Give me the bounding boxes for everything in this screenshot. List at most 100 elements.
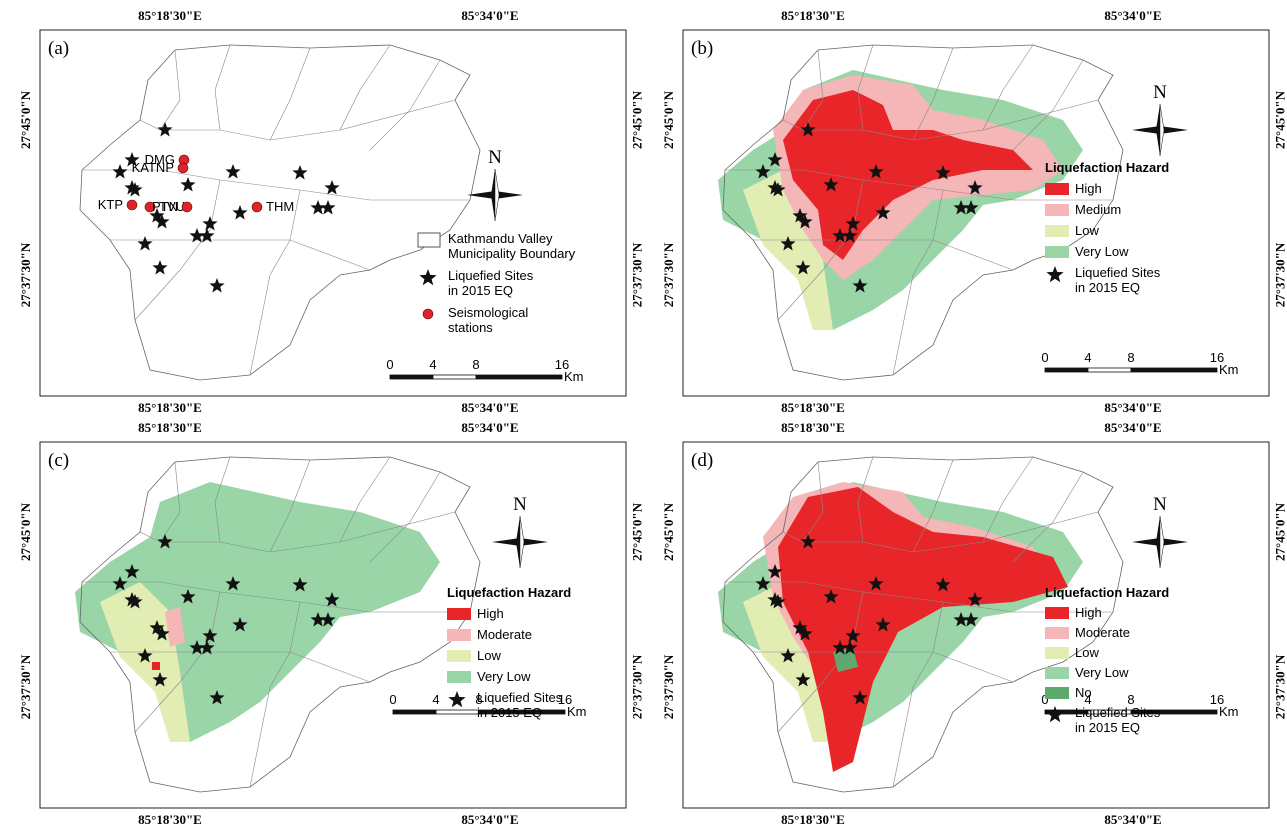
panel-frame [40,30,626,396]
north-label: N [1153,82,1167,103]
scale-unit: Km [1219,704,1239,719]
scale-label: 4 [1084,350,1091,365]
legend-station [423,309,433,319]
page: DMGKATNPKTPTVUPTNTHM(a)85°18'30"E85°18'3… [0,0,1287,832]
legend-swatch [1045,627,1069,639]
longitude-label: 85°18'30"E [781,400,845,415]
legend-swatch [447,650,471,662]
legend-label: Liquefied Sites [1075,705,1161,720]
station-marker [178,163,188,173]
panel-label: (b) [691,38,713,59]
scale-bar [476,375,562,379]
scale-bar [433,375,476,379]
legend-label: No [1075,685,1092,700]
legend-label: Liquefied Sites [477,690,563,705]
scale-bar [1131,368,1217,372]
longitude-label: 85°34'0"E [461,400,518,415]
legend-label: Liquefied Sites [448,268,534,283]
legend-swatch [1045,204,1069,216]
station-marker [182,202,192,212]
legend-label: in 2015 EQ [1075,720,1140,735]
latitude-label: 27°45'0"N [661,90,676,149]
legend-label: in 2015 EQ [448,283,513,298]
north-label: N [488,147,502,168]
longitude-label: 85°18'30"E [138,400,202,415]
station-label: THM [266,199,294,214]
latitude-label: 27°37'30"N [18,654,33,719]
scale-bar [390,375,433,379]
north-label: N [1153,494,1167,515]
legend-label: Seismological [448,305,528,320]
legend-label: Kathmandu Valley [448,231,553,246]
legend-label: Low [1075,223,1099,238]
latitude-label: 27°37'30"N [661,654,676,719]
scale-bar [393,710,436,714]
panel-label: (c) [48,450,69,471]
legend-label: Very Low [1075,665,1129,680]
north-label: N [513,494,527,515]
scale-label: 4 [432,692,439,707]
scale-unit: Km [1219,362,1239,377]
legend-label: High [477,606,504,621]
legend-swatch [1045,607,1069,619]
legend-swatch [1045,225,1069,237]
scale-label: 0 [1041,350,1048,365]
longitude-label: 85°18'30"E [781,8,845,23]
station-label: KTP [98,197,123,212]
latitude-label: 27°45'0"N [630,502,645,561]
latitude-label: 27°37'30"N [661,242,676,307]
longitude-label: 85°34'0"E [1104,8,1161,23]
legend-swatch [447,671,471,683]
longitude-label: 85°34'0"E [1104,812,1161,827]
scale-label: 4 [429,357,436,372]
legend-label: in 2015 EQ [1075,280,1140,295]
scale-bar [1045,368,1088,372]
latitude-label: 27°45'0"N [18,502,33,561]
longitude-label: 85°18'30"E [138,8,202,23]
latitude-label: 27°45'0"N [1273,90,1287,149]
legend-label: Medium [1075,202,1121,217]
scale-unit: Km [567,704,587,719]
scale-label: 0 [389,692,396,707]
scale-label: 8 [472,357,479,372]
panel-label: (d) [691,450,713,471]
legend-label: Low [477,648,501,663]
hazard-high [152,662,160,670]
legend-label: High [1075,181,1102,196]
legend-title: Liquefaction Hazard [1045,160,1169,175]
legend-swatch [1045,667,1069,679]
map-panel: (d)85°18'30"E85°18'30"E85°34'0"E85°34'0"… [661,420,1287,827]
map-panel: (b) 85°18'30"E 85°18'30"E 85°34'0"E 85°34'0"… [661,8,1287,415]
longitude-label: 85°34'0"E [1104,400,1161,415]
legend-label: Moderate [477,627,532,642]
legend-swatch [1045,183,1069,195]
longitude-label: 85°18'30"E [138,812,202,827]
legend-swatch [1045,687,1069,699]
panel-label: (a) [48,38,69,59]
longitude-label: 85°18'30"E [138,420,202,435]
legend-label: in 2015 EQ [477,705,542,720]
station-label: PTN [152,199,178,214]
legend-swatch [418,233,440,247]
scale-unit: Km [564,369,584,384]
latitude-label: 27°37'30"N [630,654,645,719]
scale-bar [436,710,479,714]
legend-title: Liquefaction Hazard [1045,585,1169,600]
latitude-label: 27°37'30"N [18,242,33,307]
latitude-label: 27°45'0"N [661,502,676,561]
scale-label: 8 [1127,350,1134,365]
scale-bar [1088,368,1131,372]
legend-label: Moderate [1075,625,1130,640]
legend-label: Municipality Boundary [448,246,576,261]
legend-label: Liquefied Sites [1075,265,1161,280]
longitude-label: 85°18'30"E [781,812,845,827]
map-panel: (c)85°18'30"E85°18'30"E85°34'0"E85°34'0"… [18,420,645,827]
legend-swatch [1045,647,1069,659]
station-marker [252,202,262,212]
legend-label: Very Low [1075,244,1129,259]
legend-label: Low [1075,645,1099,660]
longitude-label: 85°34'0"E [1104,420,1161,435]
scale-label: 0 [386,357,393,372]
longitude-label: 85°34'0"E [461,420,518,435]
